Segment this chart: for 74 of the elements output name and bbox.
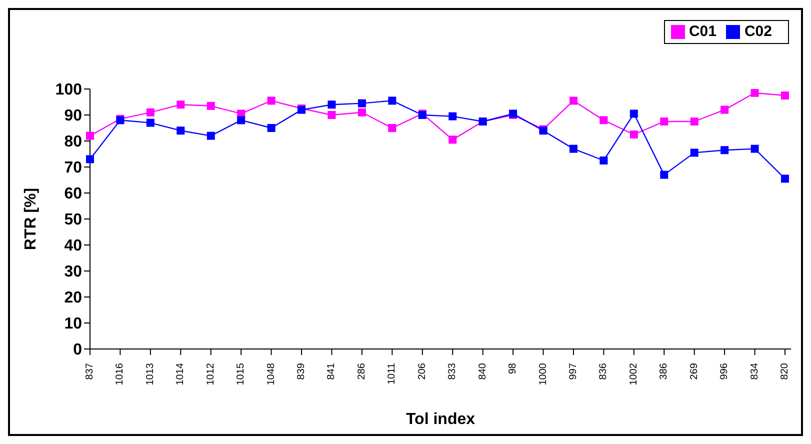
x-tick-label: 820	[780, 362, 790, 380]
y-tick-label: 100	[55, 82, 82, 99]
point	[720, 146, 729, 154]
point	[328, 111, 336, 119]
point	[600, 116, 608, 124]
x-tick-label: 1016	[114, 362, 126, 386]
point	[750, 89, 759, 97]
point	[206, 132, 215, 140]
point	[358, 108, 366, 116]
legend-label: C02	[744, 23, 772, 40]
x-tick-label: 1000	[538, 362, 549, 386]
x-tick-label: 1011	[386, 362, 398, 385]
point	[630, 130, 638, 138]
x-tick-label: 1012	[205, 362, 216, 386]
point	[146, 118, 154, 127]
point	[86, 132, 94, 140]
point	[600, 156, 608, 164]
point	[690, 118, 698, 126]
x-tick-label: 1014	[175, 362, 186, 386]
x-tick-label: 834	[749, 362, 760, 380]
point	[388, 124, 396, 132]
point	[720, 106, 729, 114]
point	[750, 144, 759, 153]
point	[206, 102, 215, 110]
point	[267, 124, 276, 132]
y-tick-label: 40	[64, 238, 82, 255]
x-tick-label: 840	[477, 362, 488, 380]
point	[660, 170, 668, 179]
legend-label: C01	[688, 23, 716, 40]
x-tick-label: 833	[447, 362, 458, 380]
y-tick-label: 60	[64, 186, 82, 203]
y-tick-label: 20	[64, 290, 82, 307]
y-tick-label: 0	[73, 342, 82, 359]
point	[267, 96, 276, 105]
x-tick-label: 1002	[628, 362, 640, 386]
point	[448, 136, 457, 144]
point	[781, 92, 789, 100]
point	[569, 144, 578, 153]
x-tick-label: 1048	[266, 362, 277, 386]
x-tick-label: 386	[658, 362, 670, 380]
point	[660, 118, 668, 126]
x-tick-label: 206	[416, 362, 428, 380]
point	[237, 116, 246, 124]
point	[690, 148, 698, 157]
point	[358, 99, 366, 108]
point	[176, 126, 185, 135]
point	[86, 155, 94, 164]
x-tick-label: 839	[296, 362, 308, 380]
x-tick-label: 996	[719, 362, 730, 380]
y-tick-label: 30	[64, 264, 82, 281]
x-tick-label: 1013	[144, 362, 156, 386]
point	[146, 108, 154, 116]
y-tick-label: 10	[64, 316, 82, 333]
point	[569, 96, 578, 105]
y-tick-label: 90	[64, 108, 82, 125]
y-tick-label: 80	[64, 134, 82, 151]
point	[176, 100, 185, 109]
y-tick-label: 50	[64, 212, 82, 229]
x-tick-label: 286	[356, 362, 368, 380]
x-tick-label: 836	[598, 362, 610, 380]
x-tick-label: 837	[84, 362, 96, 380]
y-axis-title: RTR [%]	[22, 188, 40, 250]
x-tick-label: 997	[568, 362, 579, 380]
point	[448, 112, 457, 120]
x-tick-label: 269	[688, 362, 700, 380]
x-tick-label: 98	[508, 362, 519, 374]
x-tick-label: 1015	[236, 362, 247, 386]
point	[328, 100, 336, 109]
x-axis-title: Tol index	[406, 411, 476, 428]
y-tick-label: 70	[64, 160, 82, 177]
point	[630, 110, 638, 118]
point	[781, 174, 789, 183]
x-tick-label: 841	[326, 362, 338, 380]
point	[388, 96, 396, 105]
